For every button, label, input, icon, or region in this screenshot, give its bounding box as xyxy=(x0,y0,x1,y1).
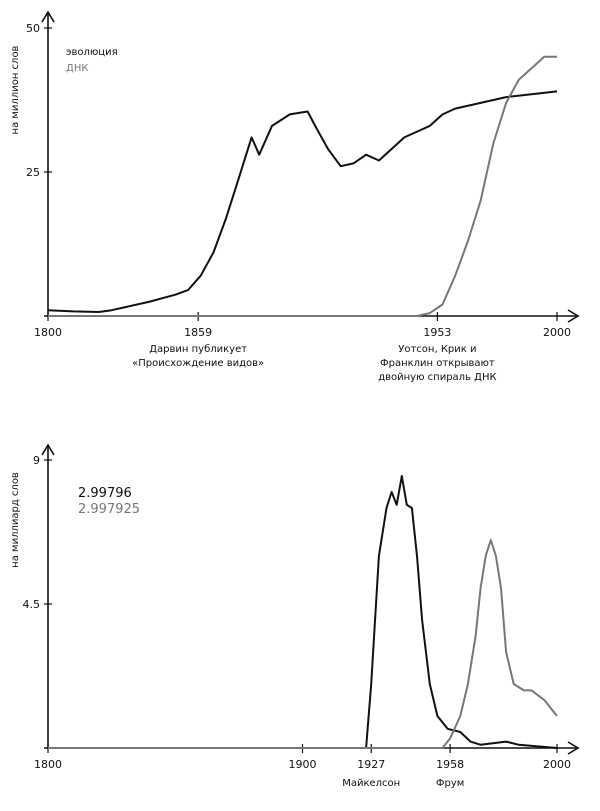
series-line-2 xyxy=(48,539,558,749)
x-tick-label: 1800 xyxy=(34,326,62,339)
series-line-1 xyxy=(48,475,558,749)
y-tick-label: 9 xyxy=(33,454,40,467)
y-axis-arrow xyxy=(41,10,55,23)
legend-entry: 2.997925 xyxy=(78,502,140,517)
annotation-text: Фрум xyxy=(436,778,464,789)
x-tick-label: 1958 xyxy=(436,758,464,771)
x-axis-arrow xyxy=(567,741,580,755)
chart-2: 4.5 9 1800 1900 1927 1958 2000 на миллиард слов… xyxy=(10,443,580,789)
y-tick-label: 4.5 xyxy=(23,598,41,611)
x-tick-label: 2000 xyxy=(543,326,571,339)
annotation-text: Майкелсон xyxy=(342,778,400,789)
x-tick-label: 1859 xyxy=(184,326,212,339)
annotation-text: Франклин открывают xyxy=(380,358,495,369)
annotation-text: «Происхождение видов» xyxy=(132,358,264,369)
legend-entry: 2.99796 xyxy=(78,486,132,501)
legend-entry: ДНК xyxy=(66,63,88,74)
y-axis-label: на миллиард слов xyxy=(10,472,21,568)
y-tick-label: 50 xyxy=(26,22,40,35)
x-tick-label: 1953 xyxy=(423,326,451,339)
x-tick-label: 2000 xyxy=(543,758,571,771)
chart-1: 25 50 1800 1859 1953 2000 на миллион слов эволю… xyxy=(10,10,580,383)
x-axis-arrow xyxy=(567,309,580,323)
annotation-text: Уотсон, Крик и xyxy=(398,344,476,355)
x-tick-label: 1800 xyxy=(34,758,62,771)
y-tick-label: 25 xyxy=(26,166,40,179)
annotation-text: двойную спираль ДНК xyxy=(378,372,496,383)
annotation-text: Дарвин публикует xyxy=(149,344,247,355)
y-axis-label: на миллион слов xyxy=(10,45,21,134)
series-line-1 xyxy=(47,90,558,313)
series-line-2 xyxy=(48,55,557,317)
legend-entry: эволюция xyxy=(66,47,118,58)
x-tick-label: 1900 xyxy=(289,758,317,771)
x-tick-label: 1927 xyxy=(357,758,385,771)
y-axis-arrow xyxy=(41,443,55,456)
